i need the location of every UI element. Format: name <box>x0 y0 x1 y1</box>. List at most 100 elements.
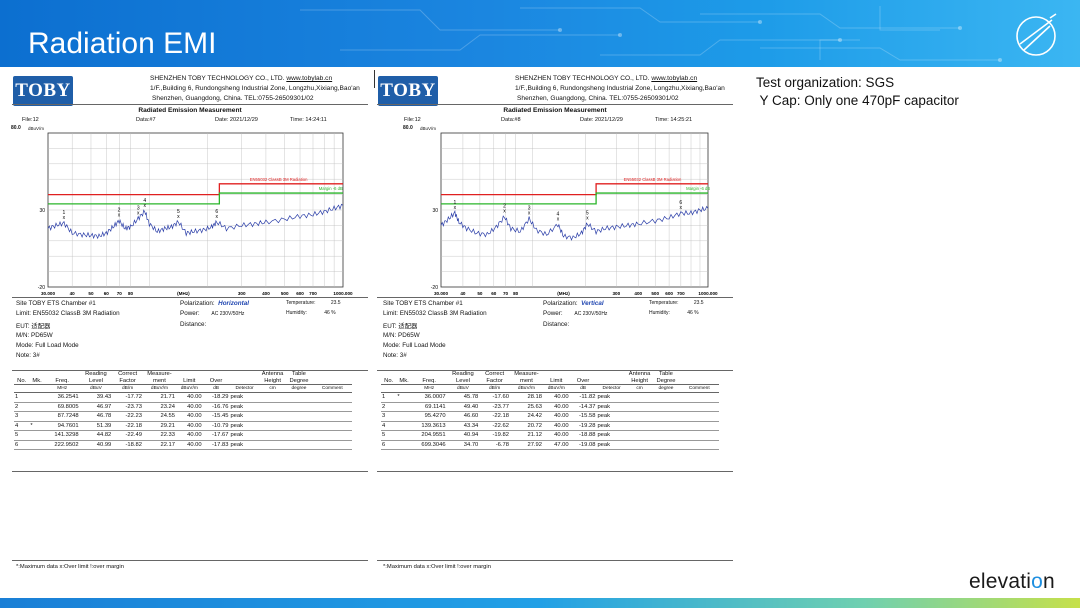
table-cell: degree <box>285 384 313 393</box>
table-cell: cm <box>626 384 653 393</box>
table-cell: 45.78 <box>446 392 480 403</box>
table-cell: 34.70 <box>446 440 480 450</box>
table-cell: 40.00 <box>175 421 203 431</box>
table-cell: 3 <box>14 411 30 422</box>
table-cell <box>396 411 412 422</box>
table-cell <box>29 430 45 441</box>
table-cell: Reading Level <box>452 371 474 384</box>
table-cell: Limit <box>550 377 563 384</box>
table-cell: dB/m <box>479 384 510 393</box>
table-top-rule <box>12 370 368 371</box>
table-cell: 6 <box>381 440 397 450</box>
peak-label: 2 <box>118 207 121 213</box>
info-eut: EUT: 适配器 <box>383 323 418 330</box>
table-cell <box>396 402 412 412</box>
table-cell: Antenna Height <box>628 371 651 384</box>
table-cell <box>312 402 352 412</box>
emission-trace <box>47 203 344 240</box>
table-header-row: No. Mk. Freq. Reading Level Correct Factor Me… <box>14 371 352 385</box>
table-cell: -19.08 <box>569 440 597 450</box>
note-test-organization: Test organization: SGS <box>756 75 895 90</box>
table-cell: Freq. <box>422 377 436 384</box>
table-cell: No. <box>384 377 394 384</box>
x-tick-label: 40 <box>70 291 76 296</box>
header-rule <box>377 104 733 105</box>
table-row: 1 * 36.0007 45.78 -17.60 28.18 40.00 -11.82 peak <box>381 392 719 403</box>
table-cell: peak <box>596 411 627 422</box>
table-cell: 2 <box>14 402 30 412</box>
table-cell <box>626 440 653 450</box>
table-cell: -11.82 <box>569 392 597 403</box>
table-cell <box>626 421 653 431</box>
peak-marker: x <box>144 203 147 209</box>
x-tick-label: 80 <box>513 291 519 296</box>
company-header: SHENZHEN TOBY TECHNOLOGY CO., LTD. www.t… <box>515 74 725 104</box>
table-cell <box>259 421 286 431</box>
table-cell: 23.24 <box>142 402 176 412</box>
x-tick-label: (MHz) <box>557 291 570 296</box>
info-mode: Mode: Full Load Mode <box>383 342 446 349</box>
report-heading: Radiated Emission Measurement <box>138 107 242 114</box>
company-address-2: Shenzhen, Guangdong, China. TEL:0755-265… <box>152 95 314 102</box>
peak-marker: x <box>528 211 531 217</box>
table-row: 5 204.9551 40.94 -19.82 21.12 40.00 -18.88 peak <box>381 430 719 441</box>
y-unit-label: dBuV/m <box>28 126 45 131</box>
table-cell <box>29 384 45 393</box>
table-cell <box>396 440 412 450</box>
meta-date: Date: 2021/12/29 <box>215 117 258 123</box>
table-cell: 5 <box>14 430 30 441</box>
x-tick-label: 70 <box>503 291 509 296</box>
table-cell: peak <box>229 421 260 431</box>
table-cell: peak <box>596 430 627 441</box>
peak-marker: x <box>557 216 560 222</box>
measurement-table: No. Mk. Freq. Reading Level Correct Factor Me… <box>14 371 352 450</box>
report-divider <box>374 70 375 88</box>
table-cell: 5 <box>381 430 397 441</box>
table-cell: -17.67 <box>202 430 230 441</box>
chart-bottom-rule <box>377 297 733 298</box>
x-tick-label: 700 <box>309 291 317 296</box>
table-cell: -23.77 <box>479 402 510 412</box>
table-cell <box>679 392 719 403</box>
table-cell: 39.43 <box>79 392 113 403</box>
table-cell: dBuV/m <box>175 384 203 393</box>
table-cell: * <box>29 421 45 431</box>
x-tick-label: 60 <box>491 291 497 296</box>
table-bottom-rule <box>12 471 368 472</box>
table-cell: 24.42 <box>509 411 543 422</box>
table-cell: * <box>396 392 412 403</box>
table-cell: 40.00 <box>542 402 570 412</box>
table-cell: 25.63 <box>509 402 543 412</box>
company-address-1: 1/F.,Building 6, Rundongsheng Industrial… <box>515 85 725 92</box>
table-cell: 2 <box>381 402 397 412</box>
table-row: 1 36.2541 39.43 -17.72 21.71 40.00 -18.29 peak <box>14 392 352 403</box>
company-address-2: Shenzhen, Guangdong, China. TEL:0755-265… <box>517 95 679 102</box>
table-cell <box>396 421 412 431</box>
table-cell: 1 <box>381 392 397 403</box>
x-tick-label: 70 <box>117 291 123 296</box>
table-cell: -15.58 <box>569 411 597 422</box>
footer-rule <box>377 560 733 561</box>
footer-rule <box>12 560 368 561</box>
peak-marker: x <box>177 214 180 220</box>
table-cell: MHz <box>411 384 447 393</box>
table-cell <box>259 411 286 422</box>
margin-label: Margin -6 dB <box>686 186 710 191</box>
table-cell: 141.3298 <box>44 430 80 441</box>
table-cell: 3 <box>381 411 397 422</box>
table-cell: 46.78 <box>79 411 113 422</box>
info-distance: Distance: <box>543 321 570 328</box>
report-vertical: TOBY SHENZHEN TOBY TECHNOLOGY CO., LTD. … <box>375 69 735 580</box>
table-cell: Detector <box>229 384 260 393</box>
elevation-emblem-icon <box>1016 13 1057 56</box>
info-temperature: Temperature: 23.5 <box>649 300 704 306</box>
limit-line <box>48 183 343 196</box>
table-cell: Over <box>209 377 223 384</box>
table-cell: Over <box>576 377 590 384</box>
table-cell: 40.00 <box>175 402 203 412</box>
info-temperature: Temperature: 23.5 <box>286 300 341 306</box>
table-cell: 40.00 <box>175 430 203 441</box>
peak-marker: x <box>503 209 506 215</box>
x-tick-label: 1000.000 <box>698 291 718 296</box>
table-cell <box>652 411 680 422</box>
